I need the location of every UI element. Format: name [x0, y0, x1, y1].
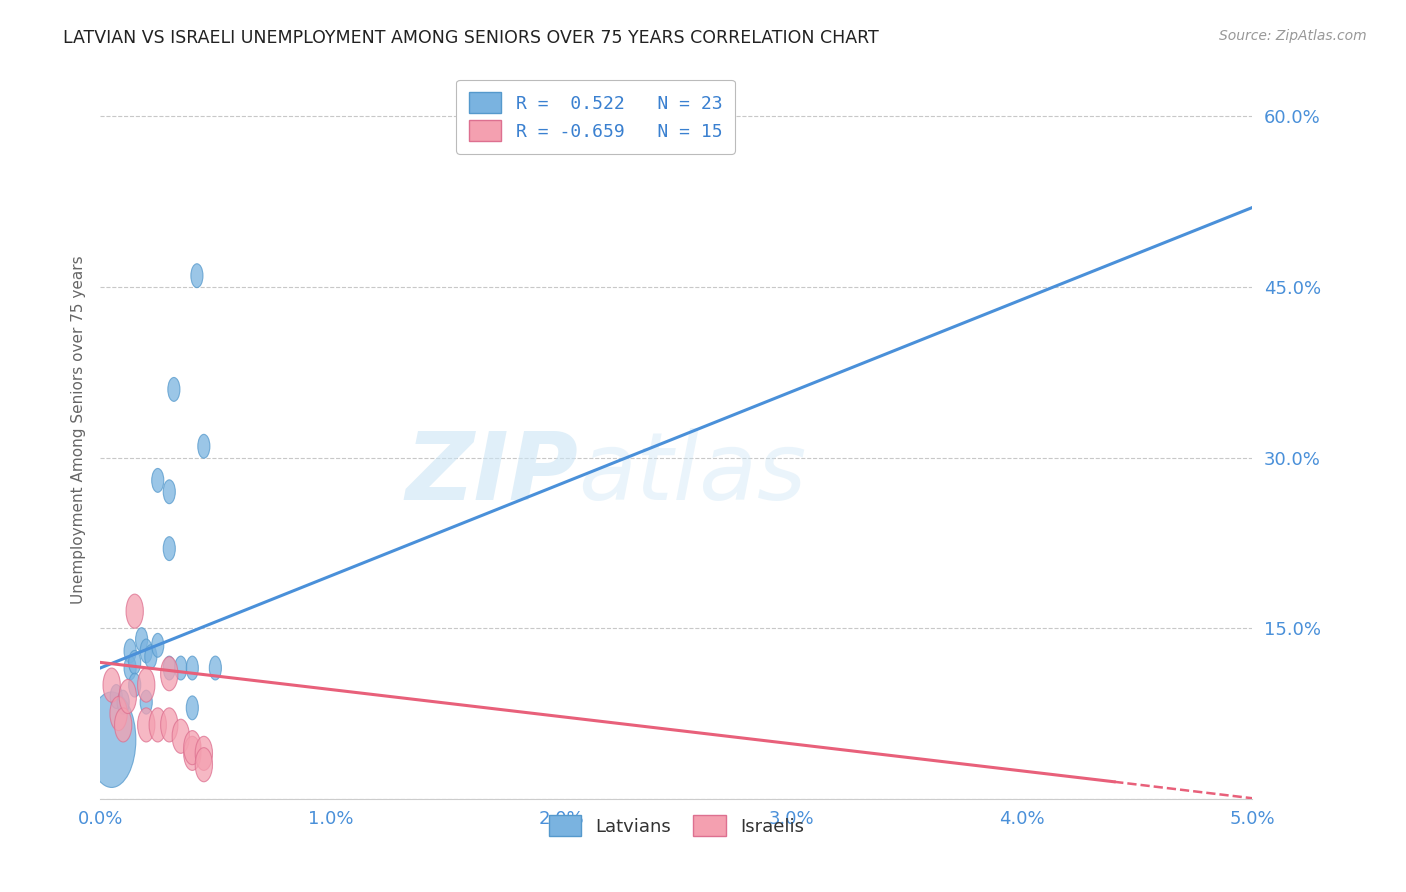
- Ellipse shape: [160, 657, 179, 690]
- Ellipse shape: [195, 736, 212, 771]
- Ellipse shape: [172, 719, 190, 754]
- Ellipse shape: [152, 468, 163, 492]
- Ellipse shape: [124, 657, 136, 680]
- Ellipse shape: [198, 434, 209, 458]
- Text: atlas: atlas: [578, 428, 807, 519]
- Ellipse shape: [149, 708, 166, 742]
- Legend: Latvians, Israelis: Latvians, Israelis: [540, 806, 813, 846]
- Ellipse shape: [114, 708, 132, 742]
- Ellipse shape: [138, 708, 155, 742]
- Ellipse shape: [103, 668, 121, 702]
- Ellipse shape: [152, 633, 163, 657]
- Ellipse shape: [141, 690, 152, 714]
- Ellipse shape: [174, 657, 187, 680]
- Ellipse shape: [184, 736, 201, 771]
- Ellipse shape: [117, 690, 129, 714]
- Ellipse shape: [163, 657, 176, 680]
- Text: ZIP: ZIP: [405, 427, 578, 519]
- Ellipse shape: [110, 684, 122, 708]
- Ellipse shape: [129, 673, 141, 697]
- Ellipse shape: [163, 537, 176, 560]
- Ellipse shape: [195, 747, 212, 781]
- Ellipse shape: [160, 708, 179, 742]
- Ellipse shape: [184, 731, 201, 764]
- Ellipse shape: [138, 668, 155, 702]
- Ellipse shape: [127, 594, 143, 628]
- Ellipse shape: [163, 480, 176, 504]
- Ellipse shape: [129, 650, 141, 674]
- Ellipse shape: [145, 645, 157, 669]
- Ellipse shape: [191, 264, 202, 287]
- Text: Source: ZipAtlas.com: Source: ZipAtlas.com: [1219, 29, 1367, 43]
- Y-axis label: Unemployment Among Seniors over 75 years: Unemployment Among Seniors over 75 years: [72, 255, 86, 604]
- Ellipse shape: [135, 628, 148, 651]
- Ellipse shape: [87, 692, 136, 788]
- Text: LATVIAN VS ISRAELI UNEMPLOYMENT AMONG SENIORS OVER 75 YEARS CORRELATION CHART: LATVIAN VS ISRAELI UNEMPLOYMENT AMONG SE…: [63, 29, 879, 46]
- Ellipse shape: [124, 639, 136, 663]
- Ellipse shape: [186, 657, 198, 680]
- Ellipse shape: [141, 639, 152, 663]
- Ellipse shape: [209, 657, 221, 680]
- Ellipse shape: [120, 680, 136, 714]
- Ellipse shape: [186, 696, 198, 720]
- Ellipse shape: [167, 377, 180, 401]
- Ellipse shape: [110, 697, 127, 731]
